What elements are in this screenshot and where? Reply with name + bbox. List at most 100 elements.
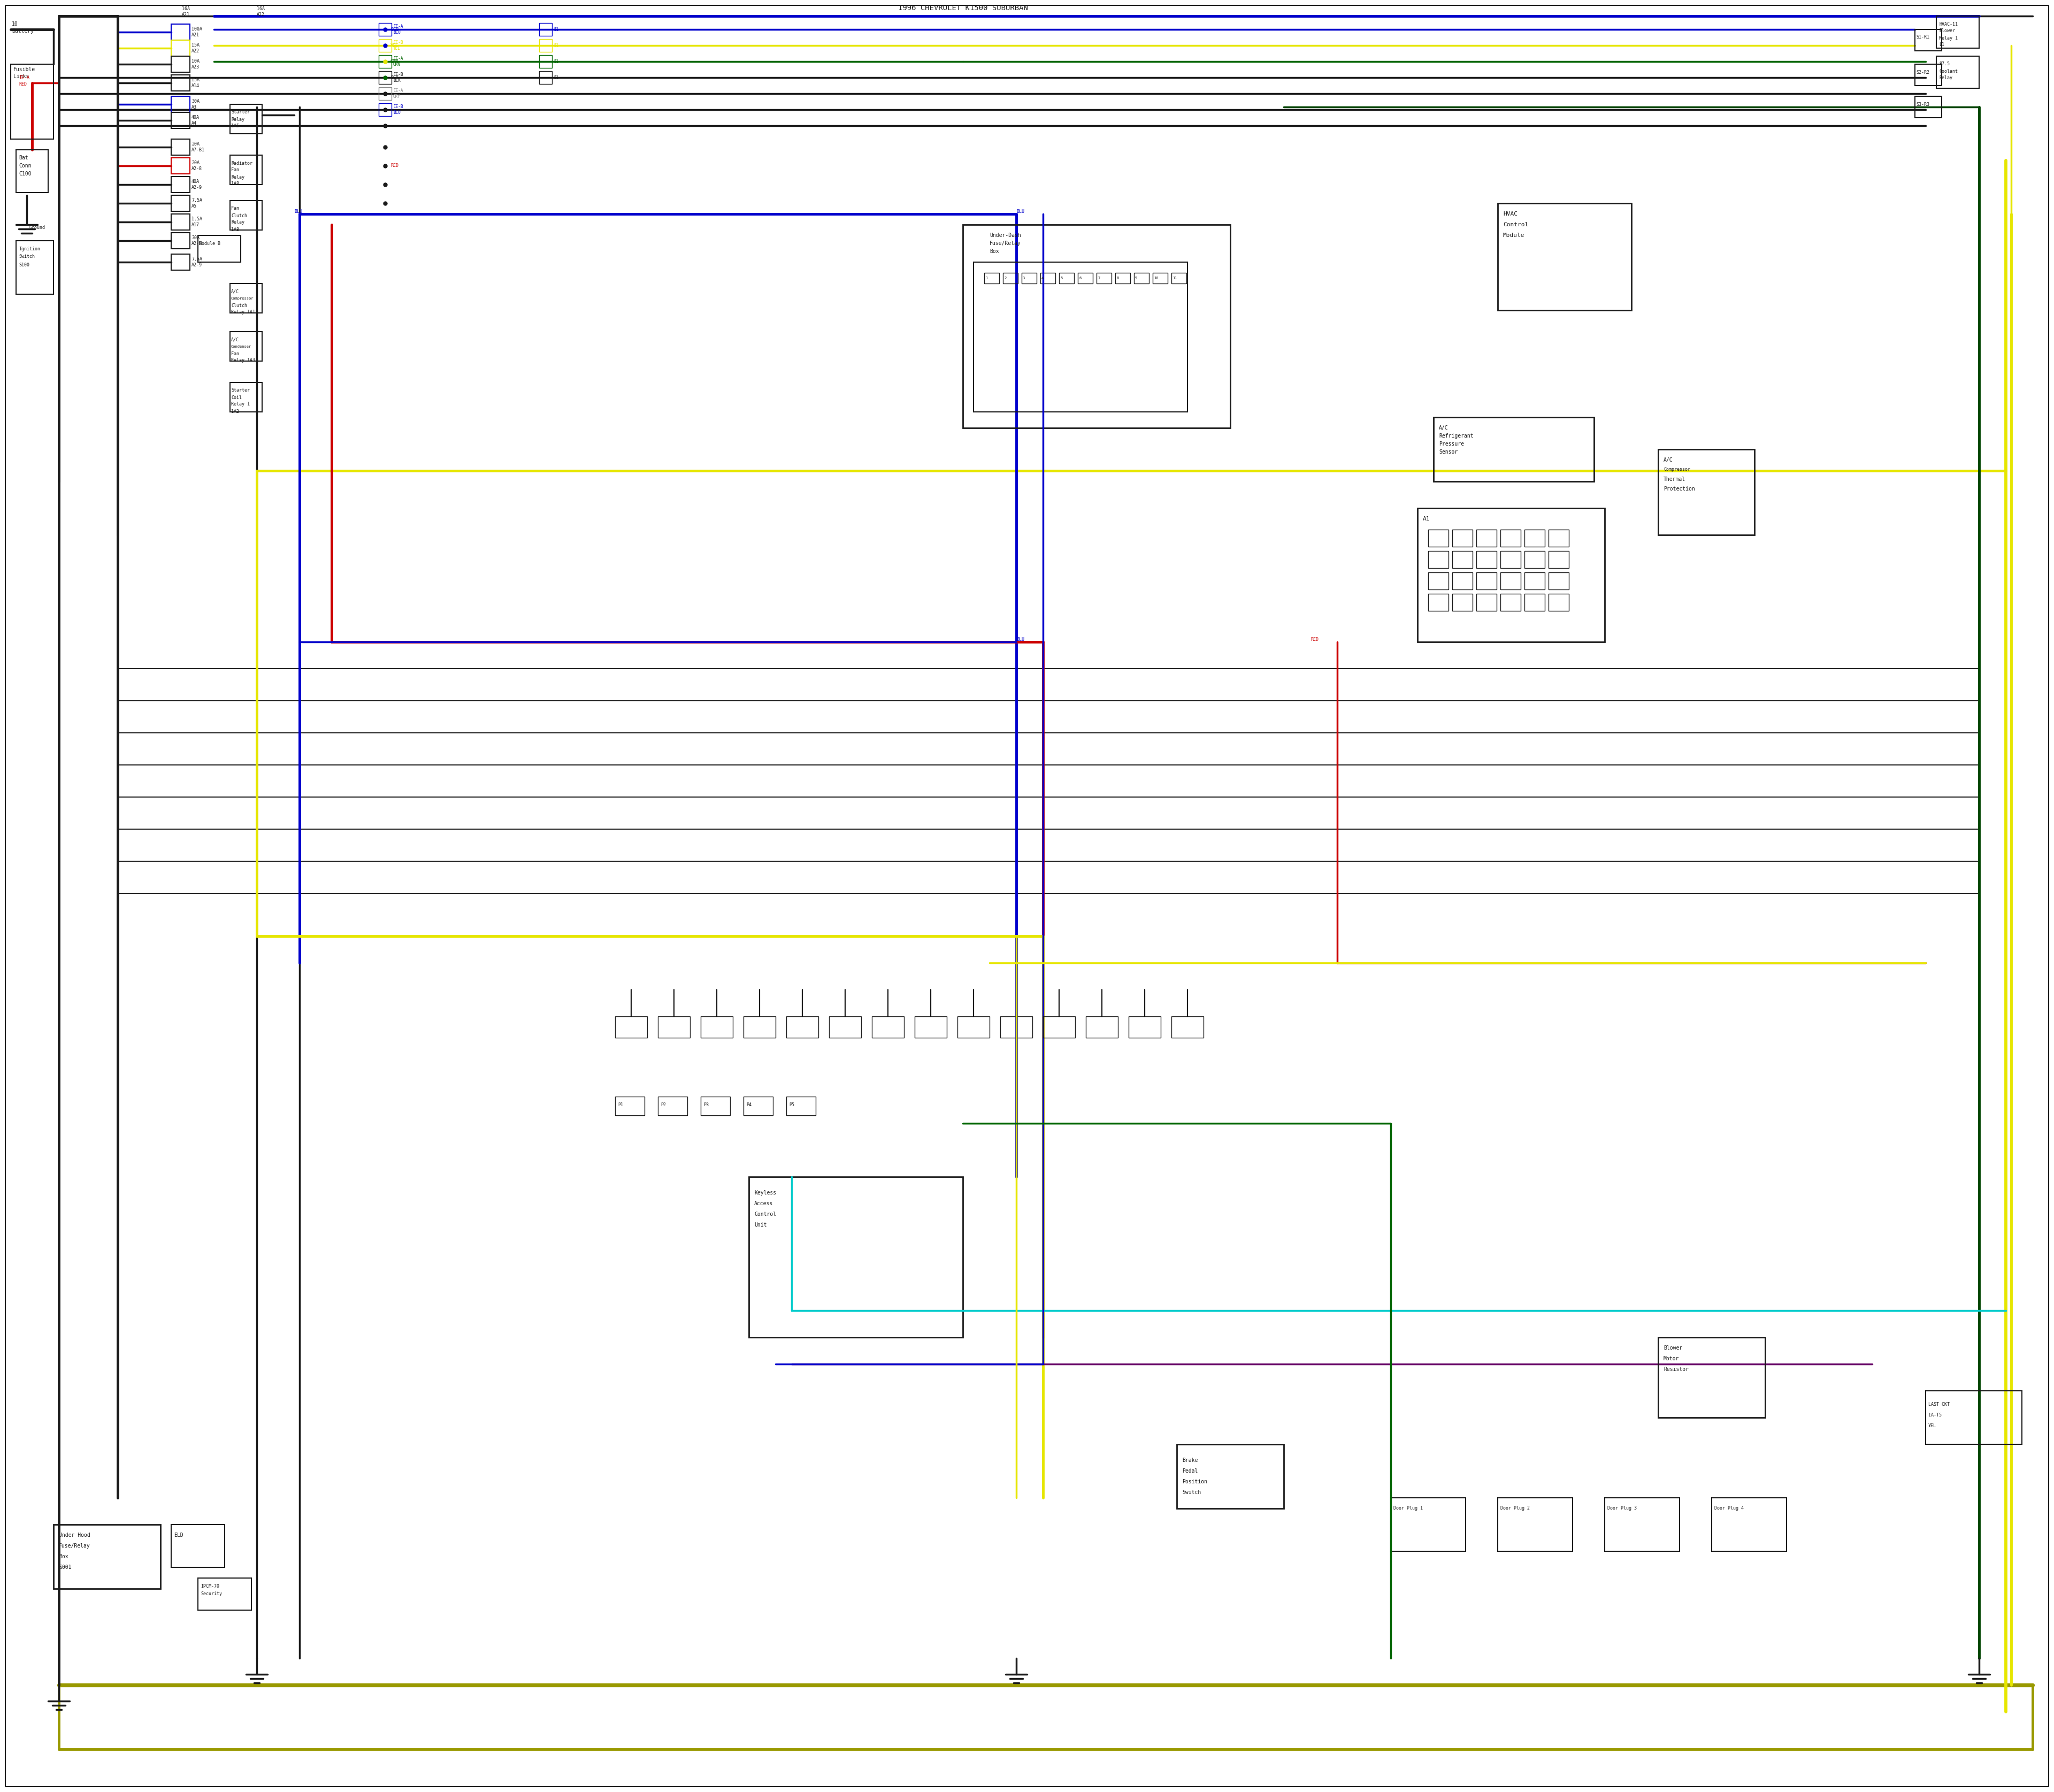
Text: Refrigerant: Refrigerant [1440,434,1473,439]
Bar [170,140,189,156]
Bar [1391,1498,1467,1552]
Bar [1115,272,1130,283]
Bar [1524,572,1545,590]
Bar [1434,418,1594,482]
Bar [1499,572,1520,590]
Text: IE-B
BLU: IE-B BLU [392,104,403,115]
Bar [750,1177,963,1337]
Bar [170,23,189,39]
Bar [963,224,1230,428]
Text: LAST CKT: LAST CKT [1929,1401,1949,1407]
Text: S1-R1: S1-R1 [1916,36,1929,39]
Bar [1152,272,1167,283]
Text: 1.5A
A17: 1.5A A17 [191,217,201,228]
Bar [1549,530,1569,547]
Bar [1524,593,1545,611]
Text: S001: S001 [60,1564,72,1570]
Text: P4: P4 [746,1102,752,1107]
Bar [1417,509,1604,642]
Bar [1428,530,1448,547]
Text: 2: 2 [1004,276,1006,280]
Text: Position: Position [1183,1478,1208,1484]
Bar [16,240,53,294]
Bar [1428,572,1448,590]
Text: 1: 1 [986,276,988,280]
Text: 6: 6 [1078,276,1080,280]
Bar [1428,550,1448,568]
Text: Sensor: Sensor [1440,450,1458,455]
Text: 51: 51 [555,27,559,32]
Text: 16A
A21: 16A A21 [183,7,189,16]
Text: Switch: Switch [1183,1489,1202,1495]
Bar [1711,1498,1787,1552]
Bar [744,1097,772,1115]
Text: Starter: Starter [230,109,251,115]
Text: 30A
A2-8: 30A A2-8 [191,235,201,246]
Bar [1549,593,1569,611]
Text: Radiator: Radiator [230,161,253,165]
Bar [170,39,189,56]
Bar [1658,450,1754,536]
Bar [538,72,553,84]
Text: 5: 5 [1060,276,1062,280]
Bar [170,113,189,129]
Text: Relay: Relay [230,174,244,179]
Text: RED: RED [1310,636,1319,642]
Bar [1937,16,1980,48]
Bar [1524,550,1545,568]
Text: Security: Security [201,1591,222,1597]
Text: A/C: A/C [230,337,238,342]
Text: A1: A1 [1423,516,1430,521]
Bar [197,235,240,262]
Text: Fan: Fan [230,168,238,172]
Bar [1171,1016,1204,1038]
Bar [830,1016,861,1038]
Text: Box: Box [990,249,998,254]
Bar [1477,572,1497,590]
Bar [657,1016,690,1038]
Bar [1452,572,1473,590]
Bar [1041,272,1056,283]
Text: Door Plug 4: Door Plug 4 [1715,1505,1744,1511]
Text: IE-A
GRN: IE-A GRN [392,56,403,66]
Text: Switch: Switch [18,254,35,260]
Text: Protection: Protection [1664,486,1695,491]
Text: Door Plug 2: Door Plug 2 [1499,1505,1530,1511]
Text: Brake: Brake [1183,1457,1197,1462]
Bar [1452,550,1473,568]
Text: P2: P2 [661,1102,665,1107]
Bar [1097,272,1111,283]
Text: 1996 CHEVROLET K1500 SUBURBAN: 1996 CHEVROLET K1500 SUBURBAN [898,4,1027,13]
Bar [1937,56,1980,88]
Text: Relay 1A1: Relay 1A1 [230,310,255,315]
Text: 20A
A7-B1: 20A A7-B1 [191,142,205,152]
Bar [1658,1337,1764,1417]
Bar [16,151,47,192]
Text: Unit: Unit [754,1222,766,1228]
Bar [170,158,189,174]
Bar [700,1016,733,1038]
Text: IE-A: IE-A [18,75,29,81]
Bar [1171,272,1187,283]
Bar [170,1525,224,1568]
Text: Control: Control [754,1211,776,1217]
Text: Blower: Blower [1939,29,1955,34]
Bar [378,56,392,68]
Bar [1499,530,1520,547]
Text: BLU: BLU [390,27,398,32]
Text: Coolant: Coolant [1939,68,1957,73]
Text: S3-R3: S3-R3 [1916,102,1929,108]
Text: 11: 11 [1173,276,1177,280]
Text: 40A
A4: 40A A4 [191,115,199,125]
Text: Under Hood: Under Hood [60,1532,90,1538]
Text: S100: S100 [18,262,29,267]
Text: C100: C100 [18,172,31,177]
Bar [538,23,553,36]
Bar [614,1097,645,1115]
Text: 1A8: 1A8 [230,181,238,186]
Bar [1021,272,1037,283]
Text: 4: 4 [1041,276,1043,280]
Text: RED: RED [390,163,398,168]
Text: Compressor: Compressor [1664,468,1690,471]
Text: P5: P5 [789,1102,795,1107]
